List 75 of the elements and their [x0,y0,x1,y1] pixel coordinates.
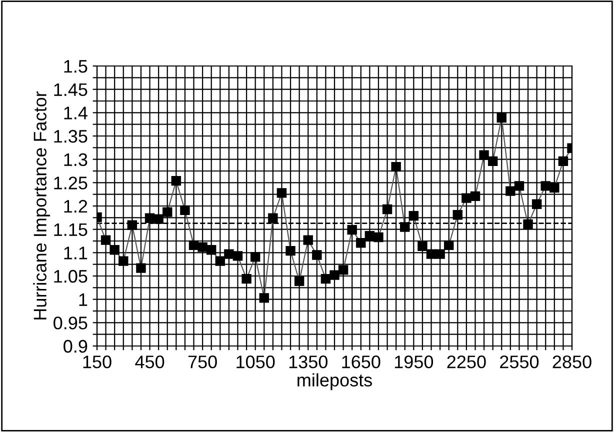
x-tick-label: 1650 [342,356,380,368]
point [550,182,560,193]
y-axis-title: Hurricane Importance Factor [33,91,50,320]
point [276,188,287,198]
point [462,193,472,203]
point [180,205,190,216]
point [162,207,172,217]
point [136,263,146,273]
point [382,204,392,214]
point [127,220,138,230]
point [444,240,454,250]
y-tick-label: 1.25 [54,176,88,190]
point [356,238,366,248]
point [303,235,313,245]
point [374,232,384,242]
x-tick-label: 2250 [447,356,486,368]
point [558,156,568,166]
point [215,256,226,266]
y-tick-label: 1.4 [64,106,88,120]
point [232,251,243,261]
point [259,293,269,303]
point [400,222,410,232]
x-tick-label: 1950 [394,356,434,368]
x-tick-label: 150 [83,356,112,368]
point [268,213,278,223]
point [347,224,357,235]
point [488,156,498,166]
point [320,274,331,284]
x-axis-title: mileposts [298,373,372,390]
point [100,235,111,245]
point [506,186,516,196]
y-tick-label: 1.3 [64,153,88,166]
point [435,249,445,259]
x-tick-label: 2550 [500,356,539,368]
point [286,246,296,256]
point [224,249,234,259]
x-tick-label: 750 [188,356,217,368]
point [330,270,340,280]
point [206,245,216,255]
x-tick-label: 1050 [236,356,275,368]
point [391,162,401,172]
point [338,265,348,275]
x-tick-label: 2850 [552,356,592,368]
y-tick-label: 1.45 [54,83,88,96]
point [418,241,428,251]
point [470,191,480,202]
point [426,249,436,259]
y-tick-label: 1.1 [64,246,88,260]
x-tick-label: 1350 [289,356,328,368]
y-tick-label: 1 [79,293,88,306]
y-tick-label: 0.95 [54,316,88,330]
y-tick-label: 1.2 [64,200,88,213]
y-tick-label: 1.15 [54,223,88,236]
point [171,176,182,186]
y-tick-label: 1.05 [54,270,88,283]
point [250,252,260,262]
y-tick-label: 1.5 [64,60,88,73]
point [408,210,419,221]
point [540,181,550,191]
point [118,256,128,266]
point [523,219,533,230]
point [110,245,120,255]
y-tick-label: 0.9 [64,340,88,353]
point [198,242,208,252]
point [242,274,252,284]
x-tick-label: 450 [135,356,164,368]
point [154,214,164,224]
point [496,112,506,123]
point [479,150,489,160]
point [452,210,463,220]
y-tick-label: 1.35 [54,130,88,143]
point [532,199,542,209]
point [294,276,304,286]
point [514,181,524,191]
point [312,250,322,260]
